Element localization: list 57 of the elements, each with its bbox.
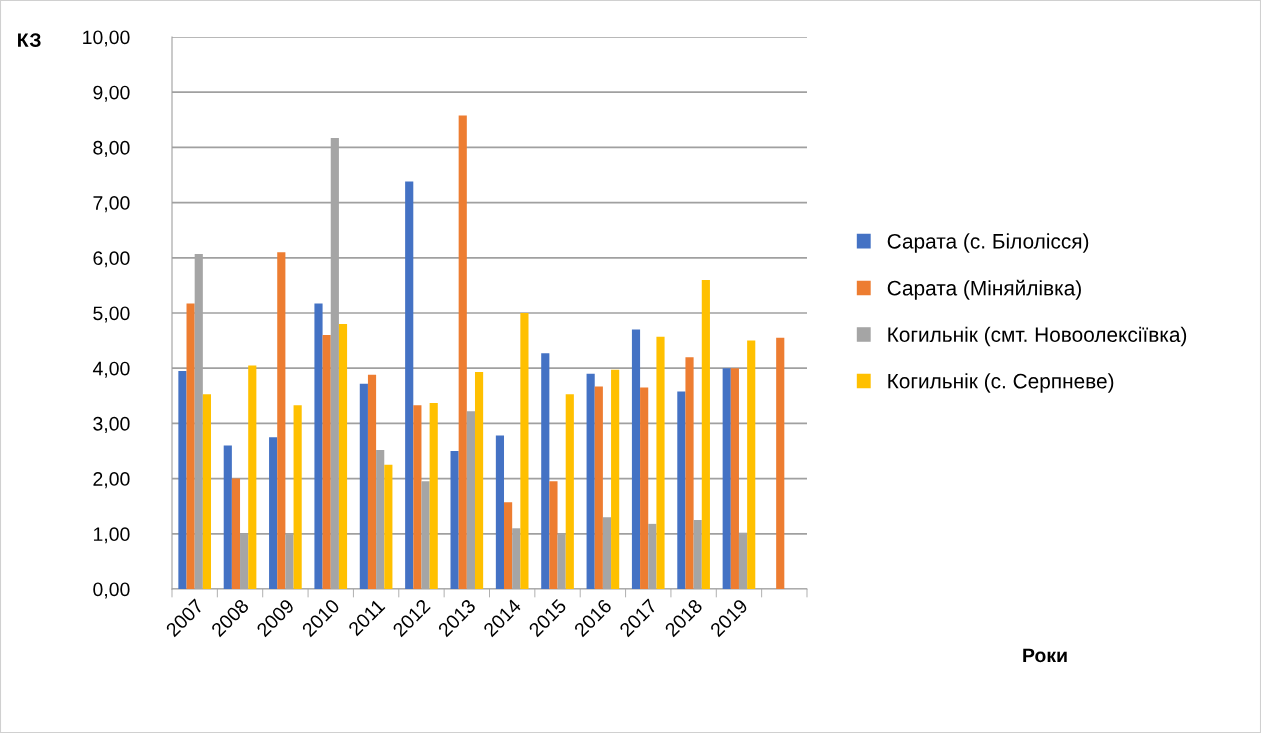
y-tick-label: 6,00 [93, 251, 130, 268]
bar [520, 313, 529, 589]
y-tick-label: 7,00 [93, 196, 130, 213]
bar [367, 374, 377, 589]
bar [631, 329, 641, 589]
y-tick-label: 0,00 [93, 582, 130, 599]
bar [730, 368, 739, 589]
bar [178, 370, 187, 589]
y-tick-label: 5,00 [93, 306, 130, 323]
bar [231, 478, 241, 589]
bar [677, 391, 686, 589]
bar [458, 115, 467, 589]
y-tick-label: 4,00 [92, 361, 130, 378]
bar [359, 383, 368, 589]
bar [594, 386, 603, 589]
legend-label: Когильнік (с. Серпневе) [888, 373, 1114, 393]
bar [405, 181, 414, 589]
bar [747, 340, 756, 589]
bar [202, 394, 212, 589]
bar [293, 405, 302, 589]
y-tick-label: 10,00 [83, 30, 130, 47]
bar [450, 451, 459, 589]
bar [474, 372, 484, 589]
bar [384, 464, 393, 589]
bar [549, 481, 558, 589]
bar [722, 368, 731, 589]
y-tick-label: 1,00 [93, 527, 130, 544]
bar [314, 303, 323, 589]
bar [429, 402, 438, 589]
bar [413, 405, 422, 589]
y-tick-label: 8,00 [93, 140, 130, 157]
bar [541, 353, 550, 589]
legend-label: Сарата (Міняйлівка) [887, 279, 1081, 300]
bar [586, 373, 595, 589]
y-tick-label: 3,00 [93, 416, 130, 433]
bar [504, 502, 513, 589]
text: Роки [1023, 648, 1067, 663]
bar [495, 435, 505, 589]
bar [338, 324, 348, 589]
bar [223, 445, 232, 589]
bar [565, 394, 574, 589]
y-tick-label: 2,00 [93, 472, 130, 489]
y-axis-title: КЗ [18, 33, 41, 47]
bar [277, 252, 286, 589]
bar [776, 337, 785, 589]
bar [611, 369, 620, 589]
legend-label: Сарата (с. Білолісся) [887, 233, 1089, 253]
bar [248, 365, 257, 589]
legend-label: Когильнік (смт. Новоолексіївка) [888, 326, 1187, 347]
bar [656, 336, 665, 589]
bar [186, 303, 195, 589]
bar [685, 357, 694, 589]
y-tick-label: 9,00 [93, 85, 130, 102]
bar [322, 335, 331, 589]
bar [640, 387, 649, 589]
bar [269, 437, 278, 589]
bar [701, 279, 710, 589]
